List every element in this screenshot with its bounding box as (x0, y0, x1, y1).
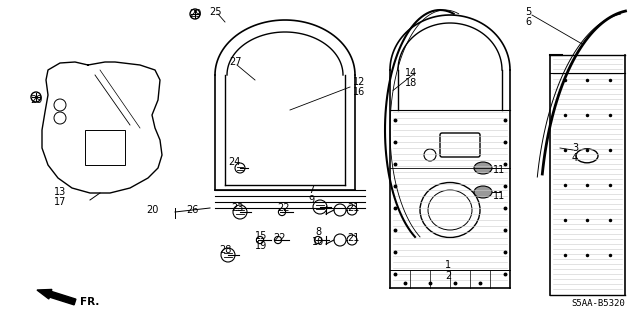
FancyArrow shape (37, 290, 76, 305)
Text: 21: 21 (347, 233, 359, 243)
Circle shape (275, 236, 282, 244)
Text: 11: 11 (493, 165, 505, 175)
Text: 10: 10 (312, 237, 324, 247)
Bar (85, 130, 125, 165)
Text: 22: 22 (274, 233, 286, 243)
Circle shape (314, 236, 322, 244)
Circle shape (257, 236, 264, 244)
Text: 17: 17 (54, 197, 66, 207)
Text: 9: 9 (308, 195, 314, 205)
Text: 7: 7 (308, 185, 314, 195)
Text: 13: 13 (54, 187, 66, 197)
Text: FR.: FR. (80, 297, 99, 307)
Text: 18: 18 (405, 78, 417, 88)
Text: 27: 27 (230, 57, 243, 67)
Text: 19: 19 (255, 241, 267, 251)
Text: S5AA-B5320: S5AA-B5320 (572, 299, 625, 308)
Text: 22: 22 (276, 203, 289, 213)
Text: 26: 26 (186, 205, 198, 215)
Circle shape (278, 208, 285, 216)
Ellipse shape (474, 162, 492, 174)
Text: 15: 15 (255, 231, 267, 241)
Text: 29: 29 (30, 95, 42, 105)
Text: 29: 29 (189, 9, 201, 19)
Text: 28: 28 (219, 245, 231, 255)
Text: 5: 5 (525, 7, 531, 17)
Text: 24: 24 (228, 157, 240, 167)
Text: 8: 8 (315, 227, 321, 237)
Text: 20: 20 (146, 205, 158, 215)
Text: 3: 3 (572, 143, 578, 153)
Text: 12: 12 (353, 77, 365, 87)
Text: 2: 2 (445, 271, 451, 281)
Text: 16: 16 (353, 87, 365, 97)
Text: 11: 11 (493, 191, 505, 201)
Text: 21: 21 (347, 203, 359, 213)
Text: 23: 23 (231, 203, 243, 213)
Text: 25: 25 (210, 7, 222, 17)
Ellipse shape (474, 186, 492, 198)
Text: 4: 4 (572, 153, 578, 163)
Text: 1: 1 (445, 260, 451, 270)
Text: 14: 14 (405, 68, 417, 78)
Text: 6: 6 (525, 17, 531, 27)
